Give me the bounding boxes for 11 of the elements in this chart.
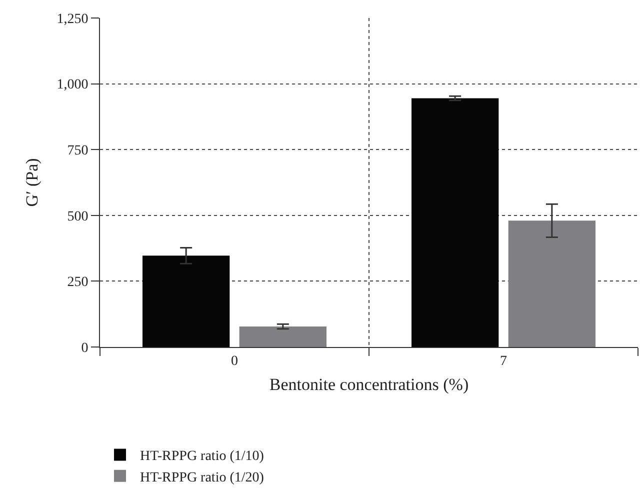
x-axis-title: Bentonite concentrations (%): [269, 375, 469, 394]
y-tick-label: 0: [81, 340, 88, 356]
y-tick-label: 250: [67, 275, 88, 290]
y-tick-label: 500: [67, 209, 88, 224]
y-tick-label: 1,250: [56, 12, 88, 27]
legend-label: HT-RPPG ratio (1/20): [140, 470, 264, 486]
y-axis-title: G′ (Pa): [22, 158, 42, 207]
x-tick-label: 7: [500, 354, 507, 369]
legend-label: HT-RPPG ratio (1/10): [140, 449, 264, 464]
y-tick-label: 750: [67, 144, 88, 158]
y-tick-label: 1,000: [56, 78, 88, 93]
